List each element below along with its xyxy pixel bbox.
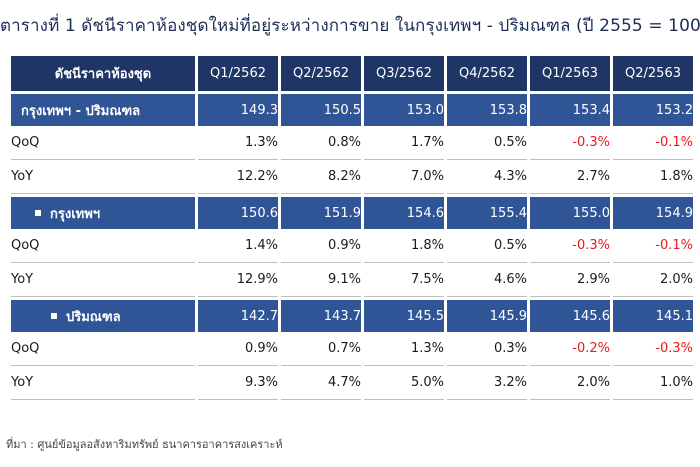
row-label: YoY (11, 263, 195, 297)
bullet-icon (51, 313, 57, 319)
change-value-cell: 1.0% (613, 366, 693, 400)
column-header-quarter: Q4/2562 (447, 56, 527, 91)
change-value-cell: 0.5% (447, 126, 527, 160)
index-value-cell: 142.7 (198, 297, 278, 332)
index-value-cell: 153.2 (613, 91, 693, 126)
index-value-cell: 154.6 (364, 194, 444, 229)
change-value-cell: 1.8% (613, 160, 693, 194)
change-value-cell: 12.9% (198, 263, 278, 297)
index-value-cell: 145.6 (530, 297, 610, 332)
change-value-cell: -0.3% (530, 229, 610, 263)
row-label-text: QoQ (11, 341, 40, 356)
index-value-cell: 149.3 (198, 91, 278, 126)
row-label: QoQ (11, 229, 195, 263)
change-value-cell: 1.3% (198, 126, 278, 160)
row-label: กรุงเทพฯ (11, 194, 195, 229)
index-value-cell: 150.5 (281, 91, 361, 126)
change-value-cell: 4.3% (447, 160, 527, 194)
change-value-cell: 2.9% (530, 263, 610, 297)
table-row-change: YoY 12.9% 9.1% 7.5% 4.6% 2.9% 2.0% (11, 263, 693, 297)
source-note: ที่มา : ศูนย์ข้อมูลอสังหาริมทรัพย์ ธนาคา… (6, 438, 283, 451)
table-row-change: QoQ 1.4% 0.9% 1.8% 0.5% -0.3% -0.1% (11, 229, 693, 263)
index-value-cell: 151.9 (281, 194, 361, 229)
change-value-cell: 1.8% (364, 229, 444, 263)
change-value-cell: 12.2% (198, 160, 278, 194)
change-value-cell: -0.3% (613, 332, 693, 366)
row-label: YoY (11, 160, 195, 194)
index-value-cell: 155.0 (530, 194, 610, 229)
change-value-cell: 9.1% (281, 263, 361, 297)
price-index-table: ดัชนีราคาห้องชุด Q1/2562 Q2/2562 Q3/2562 Q4/… (8, 56, 696, 400)
index-value-cell: 145.1 (613, 297, 693, 332)
index-value-cell: 153.0 (364, 91, 444, 126)
table-row-index: กรุงเทพฯ - ปริมณฑล 149.3 150.5 153.0 153.8 15… (11, 91, 693, 126)
row-label-text: ปริมณฑล (66, 309, 121, 325)
change-value-cell: 1.4% (198, 229, 278, 263)
table-row-index: ปริมณฑล 142.7 143.7 145.5 145.9 145.6 145.1 (11, 297, 693, 332)
change-value-cell: 4.6% (447, 263, 527, 297)
change-value-cell: 0.5% (447, 229, 527, 263)
row-label-text: กรุงเทพฯ - ปริมณฑล (21, 103, 141, 119)
change-value-cell: 7.5% (364, 263, 444, 297)
change-value-cell: 0.9% (198, 332, 278, 366)
table-header-row: ดัชนีราคาห้องชุด Q1/2562 Q2/2562 Q3/2562 Q4/… (11, 56, 693, 91)
change-value-cell: 4.7% (281, 366, 361, 400)
change-value-cell: -0.1% (613, 126, 693, 160)
change-value-cell: 1.3% (364, 332, 444, 366)
change-value-cell: 2.7% (530, 160, 610, 194)
change-value-cell: 3.2% (447, 366, 527, 400)
table-body: กรุงเทพฯ - ปริมณฑล 149.3 150.5 153.0 153.8 15… (11, 91, 693, 400)
table-title: ตารางที่ 1 ดัชนีราคาห้องชุดใหม่ที่อยู่ระ… (0, 16, 700, 36)
row-label: QoQ (11, 332, 195, 366)
table-row-change: QoQ 1.3% 0.8% 1.7% 0.5% -0.3% -0.1% (11, 126, 693, 160)
index-value-cell: 143.7 (281, 297, 361, 332)
change-value-cell: 8.2% (281, 160, 361, 194)
index-value-cell: 155.4 (447, 194, 527, 229)
index-value-cell: 145.5 (364, 297, 444, 332)
change-value-cell: 0.8% (281, 126, 361, 160)
index-value-cell: 153.4 (530, 91, 610, 126)
row-label-text: QoQ (11, 135, 40, 150)
table-row-change: YoY 12.2% 8.2% 7.0% 4.3% 2.7% 1.8% (11, 160, 693, 194)
row-label-text: YoY (11, 375, 34, 390)
column-header-quarter: Q3/2562 (364, 56, 444, 91)
change-value-cell: 7.0% (364, 160, 444, 194)
column-header-quarter: Q2/2562 (281, 56, 361, 91)
row-label: กรุงเทพฯ - ปริมณฑล (11, 91, 195, 126)
table-row-change: QoQ 0.9% 0.7% 1.3% 0.3% -0.2% -0.3% (11, 332, 693, 366)
bullet-icon (35, 210, 41, 216)
column-header-quarter: Q1/2562 (198, 56, 278, 91)
change-value-cell: 2.0% (613, 263, 693, 297)
change-value-cell: 0.9% (281, 229, 361, 263)
change-value-cell: 0.3% (447, 332, 527, 366)
row-label-text: QoQ (11, 238, 40, 253)
change-value-cell: 5.0% (364, 366, 444, 400)
column-header-label: ดัชนีราคาห้องชุด (11, 56, 195, 91)
index-value-cell: 145.9 (447, 297, 527, 332)
change-value-cell: 1.7% (364, 126, 444, 160)
row-label-text: กรุงเทพฯ (50, 206, 101, 222)
index-value-cell: 153.8 (447, 91, 527, 126)
table-row-index: กรุงเทพฯ 150.6 151.9 154.6 155.4 155.0 154.9 (11, 194, 693, 229)
change-value-cell: 9.3% (198, 366, 278, 400)
change-value-cell: -0.2% (530, 332, 610, 366)
index-value-cell: 154.9 (613, 194, 693, 229)
change-value-cell: -0.1% (613, 229, 693, 263)
column-header-quarter: Q1/2563 (530, 56, 610, 91)
column-header-quarter: Q2/2563 (613, 56, 693, 91)
index-value-cell: 150.6 (198, 194, 278, 229)
row-label: YoY (11, 366, 195, 400)
change-value-cell: -0.3% (530, 126, 610, 160)
row-label-text: YoY (11, 169, 34, 184)
row-label: QoQ (11, 126, 195, 160)
change-value-cell: 0.7% (281, 332, 361, 366)
row-label: ปริมณฑล (11, 297, 195, 332)
change-value-cell: 2.0% (530, 366, 610, 400)
row-label-text: YoY (11, 272, 34, 287)
table-row-change: YoY 9.3% 4.7% 5.0% 3.2% 2.0% 1.0% (11, 366, 693, 400)
